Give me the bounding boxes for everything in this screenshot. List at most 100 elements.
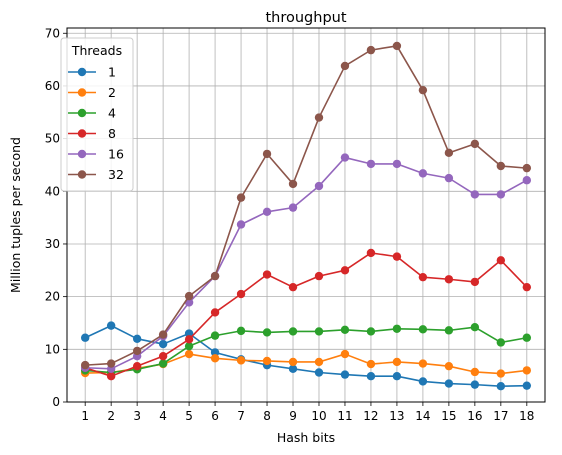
data-point <box>236 193 246 202</box>
data-point <box>470 367 480 377</box>
x-tick-label: 16 <box>467 409 482 423</box>
data-point <box>366 45 376 55</box>
data-point <box>444 173 454 183</box>
data-point <box>262 328 272 337</box>
data-point <box>496 369 506 378</box>
data-point <box>496 161 506 171</box>
data-point <box>470 323 480 332</box>
x-tick-label: 5 <box>185 409 193 423</box>
legend-entry: 16 <box>68 147 124 162</box>
legend-label: 4 <box>108 106 116 121</box>
data-point <box>184 335 194 344</box>
legend-marker <box>77 149 87 159</box>
x-tick-label: 10 <box>311 409 326 423</box>
legend-entry: 8 <box>68 126 116 141</box>
data-point <box>340 266 350 275</box>
data-point <box>418 169 428 178</box>
series-line <box>85 326 527 374</box>
data-point <box>392 357 402 367</box>
data-point <box>340 61 350 71</box>
data-point <box>314 357 324 367</box>
data-point <box>366 248 376 258</box>
data-point <box>314 327 324 336</box>
data-point <box>288 203 298 212</box>
data-point <box>444 379 454 388</box>
y-tick-label: 50 <box>45 132 60 146</box>
data-point <box>392 371 402 381</box>
y-tick-label: 70 <box>45 26 60 40</box>
data-point <box>418 85 428 95</box>
data-point <box>314 271 324 281</box>
data-point <box>80 360 90 370</box>
data-point <box>470 139 480 149</box>
series-line <box>84 324 527 387</box>
data-point <box>444 148 454 158</box>
data-point <box>184 349 194 359</box>
data-point <box>340 325 350 335</box>
data-point <box>236 289 246 299</box>
data-point <box>132 346 142 356</box>
data-point <box>340 349 350 359</box>
x-tick-label: 7 <box>237 409 245 423</box>
legend-label: 16 <box>108 147 124 162</box>
data-point <box>470 277 480 287</box>
data-point <box>132 361 142 371</box>
data-point <box>444 361 454 371</box>
data-point <box>184 291 194 301</box>
data-point <box>366 327 376 336</box>
grid <box>67 28 545 403</box>
x-tick-label: 11 <box>337 409 352 423</box>
data-point <box>418 272 428 282</box>
data-point <box>262 356 272 366</box>
data-point <box>262 270 272 279</box>
legend: Threads 1 2 4 8 16 32 <box>60 37 134 192</box>
series-line <box>85 156 528 370</box>
data-point <box>210 331 220 340</box>
data-point <box>236 220 246 229</box>
x-tick-label: 14 <box>415 409 430 423</box>
x-tick-label: 15 <box>441 409 456 423</box>
data-point <box>158 339 168 349</box>
series-8 <box>80 248 532 381</box>
data-point <box>314 368 324 377</box>
data-point <box>210 348 220 357</box>
y-axis-label: Million tuples per second <box>8 137 23 293</box>
x-tick-label: 8 <box>263 409 271 423</box>
series-16 <box>80 153 532 374</box>
legend-label: 8 <box>108 126 116 141</box>
data-point <box>80 333 90 342</box>
series-2 <box>80 349 532 378</box>
data-point <box>340 153 350 162</box>
y-tick-label: 0 <box>52 395 60 409</box>
legend-marker <box>77 67 87 77</box>
data-point <box>236 356 246 365</box>
data-point <box>496 338 506 347</box>
x-tick-label: 17 <box>493 409 508 423</box>
data-point <box>210 271 220 281</box>
data-point <box>340 370 350 379</box>
data-point <box>106 371 116 381</box>
legend-marker <box>77 108 87 118</box>
data-point <box>132 334 142 343</box>
legend-marker <box>77 170 87 179</box>
data-point <box>392 252 402 261</box>
data-point <box>392 41 402 51</box>
data-point <box>496 256 506 265</box>
x-tick-label: 3 <box>133 409 141 423</box>
data-point <box>262 207 272 217</box>
data-point <box>184 341 194 351</box>
data-point <box>262 149 272 159</box>
data-point <box>470 190 480 199</box>
x-tick-label: 12 <box>363 409 378 423</box>
data-point <box>522 282 532 292</box>
data-point <box>288 364 298 374</box>
x-tick-label: 18 <box>519 409 534 423</box>
plot-frame <box>66 27 546 403</box>
x-tick-label: 9 <box>289 409 297 423</box>
data-point <box>158 359 168 368</box>
legend-entry: 2 <box>68 85 116 100</box>
data-point <box>366 371 376 381</box>
data-point <box>288 327 298 336</box>
series-group <box>80 41 532 391</box>
